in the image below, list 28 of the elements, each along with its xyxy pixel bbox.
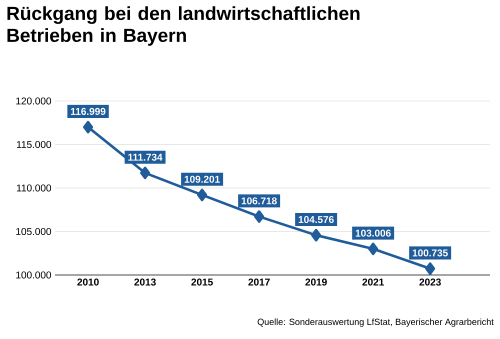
point [311, 228, 322, 242]
x-tick-label: 2019 [305, 278, 327, 286]
y-tick-label: 100.000 [16, 271, 52, 279]
x-tick-label: 2021 [362, 278, 384, 286]
x-tick-label: 2023 [419, 278, 441, 286]
point [368, 242, 378, 256]
point [83, 120, 94, 134]
x-tick-label: 2013 [134, 278, 156, 286]
data-label: 109.201 [184, 176, 220, 183]
y-tick-label: 105.000 [16, 228, 52, 236]
y-tick-label: 120.000 [16, 97, 52, 105]
x-tick-label: 2015 [191, 278, 213, 286]
chart-title: Rückgang bei den landwirtschaftlichen Betrieben in Bayern [7, 6, 360, 46]
x-tick-label: 2017 [248, 278, 270, 286]
x-tick-label: 2010 [77, 278, 99, 286]
data-label: 106.718 [242, 197, 277, 204]
source-note: Quelle: Sonderauswertung LfStat, Bayerischer Agrarbericht [258, 318, 494, 327]
y-tick-label: 115.000 [16, 140, 52, 148]
point [197, 188, 208, 202]
point [425, 262, 436, 275]
point [254, 210, 264, 223]
y-tick-label: 110.000 [16, 184, 52, 192]
data-label: 100.735 [412, 249, 448, 256]
data-label: 116.999 [70, 108, 106, 115]
data-label: 104.576 [298, 216, 334, 224]
data-label: 103.006 [356, 230, 391, 237]
point [140, 166, 150, 180]
data-label: 111.734 [128, 154, 162, 161]
